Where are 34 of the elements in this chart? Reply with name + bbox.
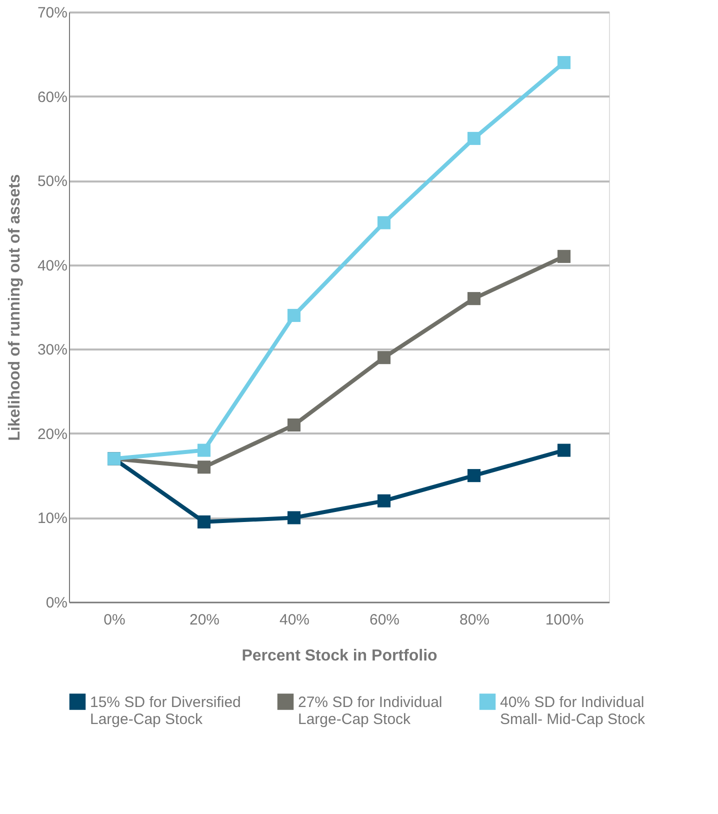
y-axis-title: Likelihood of running out of assets xyxy=(6,174,24,441)
x-tick-label: 100% xyxy=(545,612,584,628)
x-tick-label: 20% xyxy=(189,612,220,628)
x-axis-title: Percent Stock in Portfolio xyxy=(242,648,438,664)
point xyxy=(287,511,301,524)
point xyxy=(377,351,391,364)
point xyxy=(197,460,211,474)
legend-label: 40% SD for Individual Small- Mid-Cap Stock xyxy=(500,694,646,728)
y-tick-label: 0% xyxy=(46,594,68,612)
x-tick-label: 0% xyxy=(104,612,126,628)
y-tick-label: 40% xyxy=(37,257,68,274)
point xyxy=(557,444,571,457)
point xyxy=(467,292,481,306)
point xyxy=(557,250,571,263)
y-tick-label: 50% xyxy=(37,173,68,190)
point xyxy=(467,469,481,482)
legend-label: 27% SD for Individual Large-Cap Stock xyxy=(298,694,442,728)
x-tick-label: 60% xyxy=(369,612,400,628)
point xyxy=(287,308,301,322)
point xyxy=(377,216,391,230)
point xyxy=(197,515,211,528)
point xyxy=(467,132,481,145)
point xyxy=(197,444,211,457)
y-tick-label: 60% xyxy=(37,88,68,106)
y-tick-label: 30% xyxy=(37,342,68,359)
point xyxy=(557,56,571,70)
legend-label: 15% SD for Diversified Large-Cap Stock xyxy=(90,694,241,728)
x-tick-label: 40% xyxy=(279,612,310,628)
point xyxy=(287,418,301,432)
y-tick-label: 70% xyxy=(37,4,68,22)
point xyxy=(377,494,391,508)
x-tick-label: 80% xyxy=(459,612,490,628)
y-tick-label: 10% xyxy=(37,510,68,528)
y-tick-label: 20% xyxy=(37,426,68,443)
